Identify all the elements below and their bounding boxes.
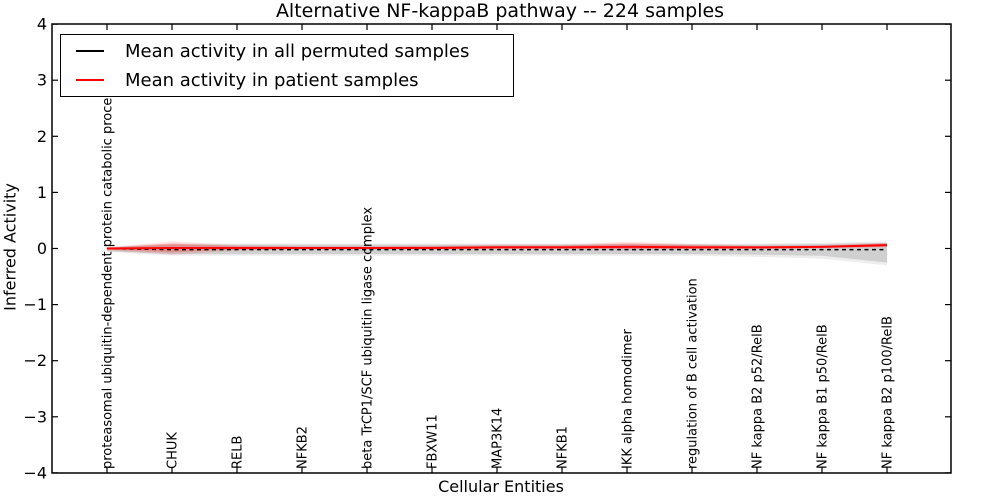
x-tick-label: proteasomal ubiquitin-dependent protein … <box>101 84 116 469</box>
x-tick-label: MAP3K14 <box>491 408 506 469</box>
x-tick-label: NF kappa B2 p52/RelB <box>751 324 766 469</box>
x-tick-label: NFKB1 <box>556 426 571 469</box>
x-tick-label: FBXW11 <box>426 414 441 469</box>
y-tick-label: −2 <box>23 351 47 370</box>
y-tick-label: 4 <box>37 15 47 34</box>
y-tick-label: 3 <box>37 71 47 90</box>
confidence-bands-group <box>107 241 887 266</box>
y-tick-label: −1 <box>23 295 47 314</box>
mean-lines-group <box>106 244 888 251</box>
x-tick-label: IKK alpha homodimer <box>621 328 636 469</box>
x-tick-label: NF kappa B1 p50/RelB <box>816 324 831 469</box>
x-tick-label: regulation of B cell activation <box>686 278 701 469</box>
legend-item-patient: Mean activity in patient samples <box>76 66 513 95</box>
y-tick-label: −3 <box>23 407 47 426</box>
x-tick-label: NF kappa B2 p100/RelB <box>881 316 896 469</box>
chart-title: Alternative NF-kappaB pathway -- 224 sam… <box>275 0 725 22</box>
permuted-mean-line <box>106 247 887 251</box>
x-tick-label: RELB <box>231 436 246 469</box>
legend: Mean activity in all permuted samples Me… <box>60 34 514 97</box>
x-tick-labels-group: proteasomal ubiquitin-dependent protein … <box>101 84 896 469</box>
y-tick-labels-group: 4 3 2 1 0 −1 −2 −3 −4 <box>23 15 47 483</box>
y-tick-label: −4 <box>23 463 47 482</box>
legend-label-permuted: Mean activity in all permuted samples <box>125 40 470 62</box>
legend-item-permuted: Mean activity in all permuted samples <box>76 37 513 66</box>
legend-label-patient: Mean activity in patient samples <box>125 69 419 91</box>
y-axis-label: Inferred Activity <box>0 183 20 311</box>
y-tick-label: 1 <box>37 183 47 202</box>
y-tick-label: 0 <box>37 239 47 258</box>
axes-frame-group <box>51 23 952 474</box>
y-tick-label: 2 <box>37 127 47 146</box>
patient-mean-line <box>106 244 888 250</box>
x-tick-label: NFKB2 <box>296 426 311 469</box>
x-tick-label: beta TrCP1/SCF ubiquitin ligase complex <box>361 207 376 469</box>
patient-line-swatch <box>76 79 104 81</box>
x-axis-label: Cellular Entities <box>438 477 564 496</box>
x-tick-label: CHUK <box>166 432 181 469</box>
permuted-line-swatch <box>76 50 104 52</box>
